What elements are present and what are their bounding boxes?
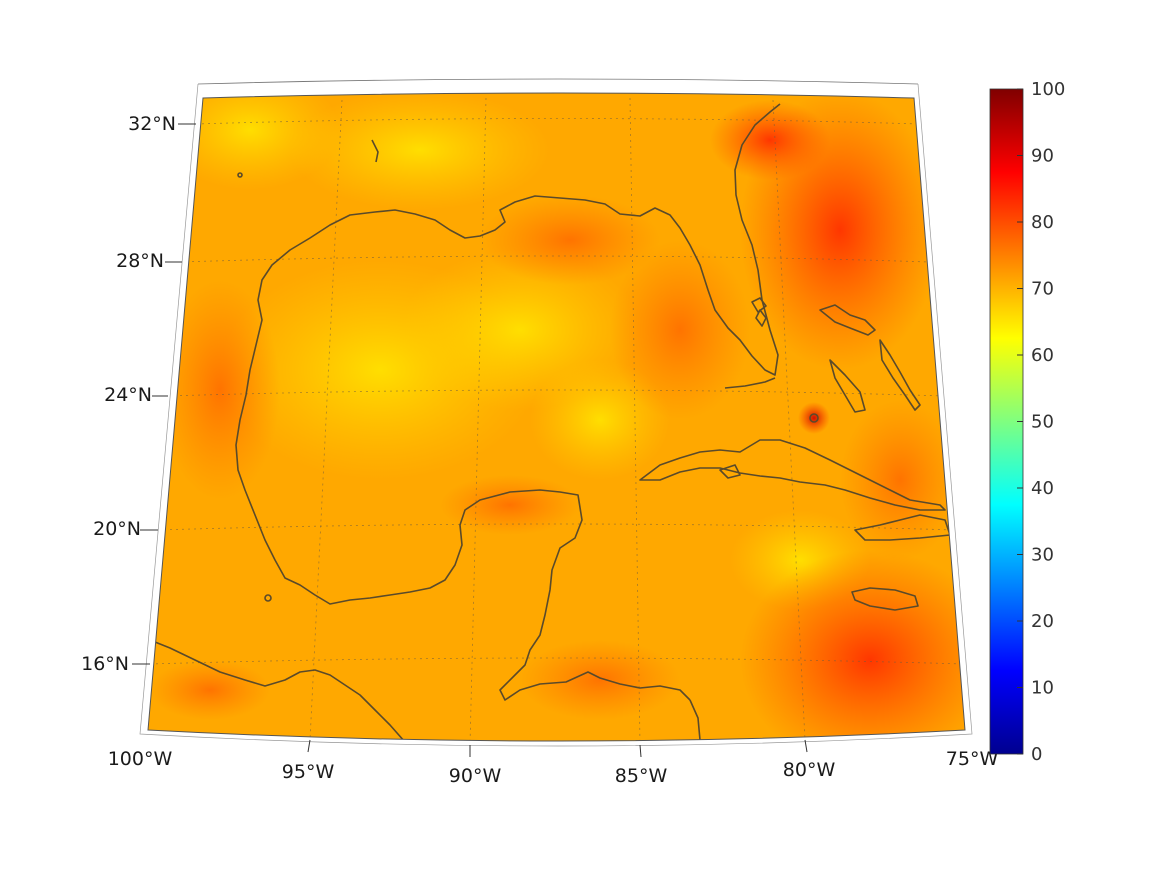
- lat-label-24: 24°N: [104, 384, 152, 406]
- lat-label-20: 20°N: [93, 518, 141, 540]
- lon-label-80: 80°W: [783, 759, 836, 781]
- colorbar-ticks: 0 10 20 30 40 50 60 70 80 90 100: [1017, 79, 1065, 765]
- lon-label-85: 85°W: [615, 765, 668, 787]
- graticule: [149, 97, 965, 741]
- lon-label-100: 100°W: [108, 748, 173, 770]
- lon-axis: 100°W 95°W 90°W 85°W 80°W 75°W: [108, 739, 999, 787]
- colorbar: 0 10 20 30 40 50 60 70 80 90 100: [989, 79, 1065, 765]
- colorbar-tick-label: 80: [1031, 212, 1054, 233]
- colorbar-tick-label: 40: [1031, 478, 1054, 499]
- lat-label-28: 28°N: [116, 250, 164, 272]
- colorbar-tick-label: 0: [1031, 744, 1042, 765]
- data-field: [148, 93, 965, 741]
- colorbar-tick-label: 70: [1031, 279, 1054, 300]
- lon-label-90: 90°W: [449, 765, 502, 787]
- colorbar-tick-label: 10: [1031, 678, 1054, 699]
- lat-axis: 32°N 28°N 24°N 20°N 16°N: [81, 113, 196, 675]
- lon-label-95: 95°W: [282, 761, 335, 783]
- colorbar-tick-label: 20: [1031, 611, 1054, 632]
- colorbar-tick-label: 50: [1031, 412, 1054, 433]
- colorbar-tick-label: 90: [1031, 146, 1054, 167]
- map-frame: [147, 92, 966, 742]
- lat-label-16: 16°N: [81, 653, 129, 675]
- lon-label-75: 75°W: [946, 748, 999, 770]
- colorbar-tick-label: 60: [1031, 345, 1054, 366]
- colorbar-tick-label: 30: [1031, 545, 1054, 566]
- colorbar-tick-label: 100: [1031, 79, 1065, 100]
- lat-label-32: 32°N: [128, 113, 176, 135]
- coastlines: [149, 103, 951, 741]
